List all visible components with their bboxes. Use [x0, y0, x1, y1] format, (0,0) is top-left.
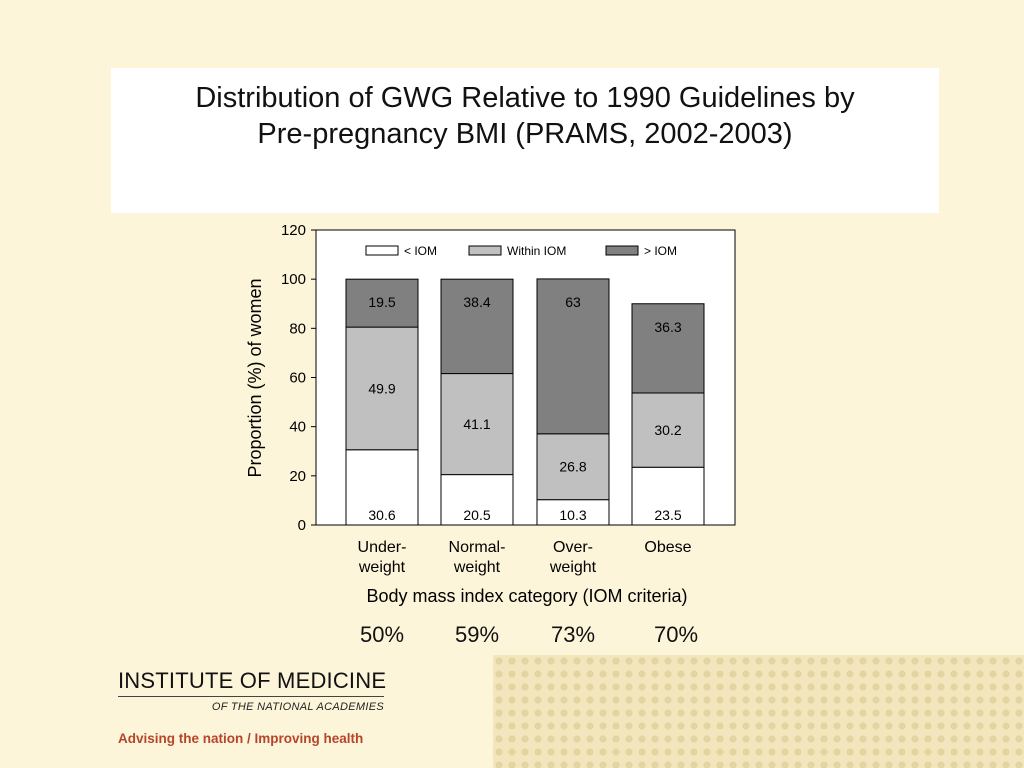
x-category-label: Normal- — [449, 539, 506, 556]
legend-swatch — [605, 245, 639, 256]
bar-value-label: 38.4 — [463, 294, 490, 310]
bar-segment — [631, 466, 705, 526]
percent-label-normalweight: 59% — [454, 622, 500, 647]
title-line-1: Distribution of GWG Relative to 1990 Gui… — [195, 82, 855, 114]
x-category-label: Obese — [644, 539, 691, 556]
x-category-label: weight — [453, 559, 501, 576]
logo-main-text: INSTITUTE OF MEDICINE — [118, 668, 387, 693]
bar-value-label: 49.9 — [368, 380, 395, 396]
legend-swatch — [365, 245, 399, 256]
x-category-label: weight — [549, 559, 597, 576]
bar-value-label: 23.5 — [654, 507, 681, 523]
bar-segment — [345, 449, 419, 526]
title-box: Distribution of GWG Relative to 1990 Gui… — [111, 68, 939, 213]
percent-label-overweight: 73% — [550, 622, 596, 647]
bar-segment — [345, 278, 419, 328]
legend-label: < IOM — [404, 244, 437, 258]
bar-value-label: 30.2 — [654, 422, 681, 438]
y-tick-label: 40 — [289, 419, 306, 436]
y-tick-label: 100 — [281, 271, 306, 288]
y-tick-label: 0 — [298, 517, 306, 534]
slide-title: Distribution of GWG Relative to 1990 Gui… — [111, 68, 939, 152]
y-tick-label: 60 — [289, 370, 306, 387]
bar-value-label: 26.8 — [559, 459, 586, 475]
x-category-label: Under- — [358, 539, 407, 556]
y-tick-label: 120 — [281, 222, 306, 239]
bar-segment — [536, 278, 610, 435]
title-line-2: Pre-pregnancy BMI (PRAMS, 2002-2003) — [257, 118, 793, 150]
legend-swatch — [468, 245, 502, 256]
bar-value-label: 63 — [565, 294, 581, 310]
bar-value-label: 19.5 — [368, 294, 395, 310]
bar-value-label: 30.6 — [368, 507, 395, 523]
bar-value-label: 41.1 — [463, 416, 490, 432]
x-axis-label: Body mass index category (IOM criteria) — [366, 586, 687, 606]
legend-label: Within IOM — [507, 244, 566, 258]
bar-segment — [631, 392, 705, 468]
logo-divider — [118, 696, 384, 697]
logo-tagline: Advising the nation / Improving health — [118, 731, 364, 746]
bar-value-label: 20.5 — [463, 507, 490, 523]
x-category-label: Over- — [553, 539, 593, 556]
x-category-label: weight — [358, 559, 406, 576]
bar-segment — [345, 326, 419, 451]
bar-segment — [440, 373, 514, 476]
bar-segment — [536, 499, 610, 526]
percent-label-obese: 70% — [653, 622, 699, 647]
y-tick-label: 20 — [289, 468, 306, 485]
decorative-pattern — [493, 655, 1024, 768]
bar-value-label: 36.3 — [654, 319, 681, 335]
y-tick-label: 80 — [289, 320, 306, 337]
bar-value-label: 10.3 — [559, 507, 586, 523]
bar-segment — [536, 433, 610, 501]
legend-label: > IOM — [644, 244, 677, 258]
logo-sub-text: OF THE NATIONAL ACADEMIES — [211, 701, 384, 713]
percent-label-underweight: 50% — [359, 622, 405, 647]
bar-segment — [631, 303, 705, 394]
stacked-bar-chart: 0 20 40 60 80 100 120 Proportion (%) of women 30… — [245, 222, 736, 606]
y-axis-label: Proportion (%) of women — [245, 278, 265, 477]
percent-row: 50% 59% 73% 70% — [0, 622, 1024, 652]
bar-segment — [440, 474, 514, 526]
iom-logo: INSTITUTE OF MEDICINE OF THE NATIONAL AC… — [118, 668, 418, 746]
bar-segment — [440, 278, 514, 375]
